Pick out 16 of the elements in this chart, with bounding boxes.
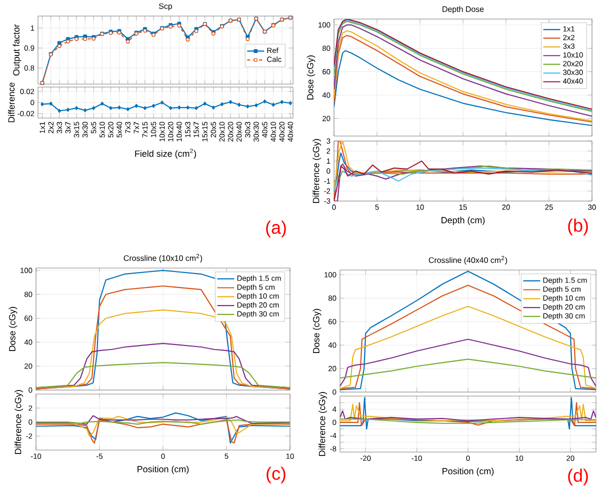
x-axis-title: Depth (cm) (442, 216, 485, 226)
y-axis-title: Dose (cGy) (312, 308, 322, 353)
x-axis-title: Position (cm) (138, 466, 189, 474)
text: (b) (568, 218, 588, 236)
y-axis-title: Difference (cGy) (312, 139, 321, 203)
text: (d) (568, 468, 588, 486)
text: (c) (266, 466, 286, 484)
x-axis-title: Position (cm) (442, 468, 494, 476)
y-axis-title: Difference (cGy) (318, 392, 327, 456)
y-axis-title: Dose (cGy) (8, 306, 18, 351)
text: (a) (266, 220, 286, 238)
y-axis-title: Difference (8, 82, 15, 122)
x-axis-title: Field size (cm$^{2}$) (135, 148, 196, 159)
y-axis-title: Difference (cGy) (14, 390, 23, 454)
y-axis-title: Output factor (12, 24, 22, 76)
y-axis-title: Dose (cGy) (306, 55, 316, 100)
